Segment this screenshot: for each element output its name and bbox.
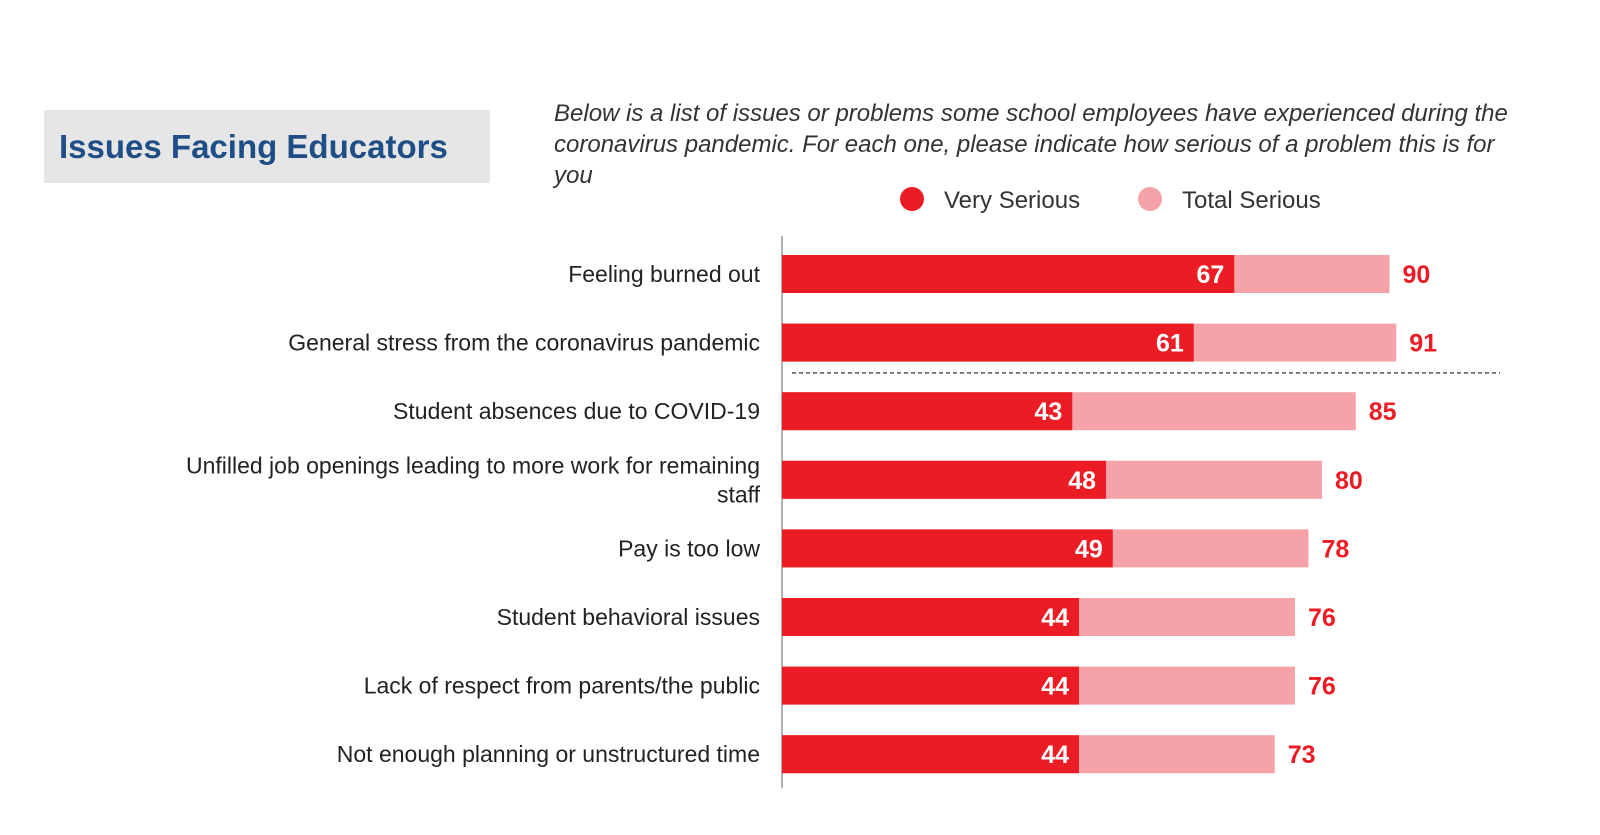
category-label: Student absences due to COVID-19: [393, 398, 760, 424]
legend-label-total-serious: Total Serious: [1182, 187, 1321, 214]
legend-swatch-total-serious: [1138, 187, 1162, 211]
bar-very-serious: [782, 598, 1079, 636]
data-label-very-serious: 44: [1041, 741, 1069, 769]
data-label-total-serious: 91: [1409, 330, 1437, 358]
data-label-very-serious: 67: [1196, 261, 1224, 289]
category-label: General stress from the coronavirus pand…: [288, 330, 760, 356]
category-label: Pay is too low: [618, 535, 760, 561]
data-label-very-serious: 61: [1156, 330, 1184, 358]
survey-question: Below is a list of issues or problems so…: [554, 100, 1508, 189]
bar-very-serious: [782, 460, 1106, 499]
category-label: Lack of respect from parents/the public: [364, 673, 760, 699]
legend-label-very-serious: Very Serious: [944, 187, 1080, 214]
chart-title: Issues Facing Educators: [59, 127, 448, 165]
data-label-very-serious: 43: [1034, 398, 1062, 426]
category-label: Student behavioral issues: [497, 604, 760, 630]
data-label-total-serious: 85: [1369, 398, 1397, 426]
data-label-very-serious: 44: [1041, 604, 1069, 632]
data-label-very-serious: 49: [1075, 535, 1103, 563]
category-label: Feeling burned out: [568, 261, 760, 287]
bar-very-serious: [782, 323, 1194, 362]
bar-very-serious: [782, 529, 1113, 568]
data-label-total-serious: 76: [1308, 673, 1336, 701]
data-label-very-serious: 48: [1068, 467, 1096, 495]
title-box: Issues Facing Educators: [44, 110, 490, 183]
bar-very-serious: [782, 255, 1235, 293]
data-label-total-serious: 80: [1335, 467, 1363, 495]
category-label: Not enough planning or unstructured time: [337, 741, 760, 767]
data-label-very-serious: 44: [1041, 673, 1069, 701]
bar-very-serious: [782, 735, 1079, 774]
bar-very-serious: [782, 392, 1073, 431]
data-label-total-serious: 76: [1308, 604, 1336, 632]
category-label: staff: [717, 481, 761, 507]
legend-swatch-very-serious: [900, 187, 924, 211]
data-label-total-serious: 78: [1322, 535, 1350, 563]
bar-very-serious: [782, 666, 1079, 705]
data-label-total-serious: 73: [1288, 741, 1316, 769]
category-label: Unfilled job openings leading to more wo…: [186, 452, 760, 478]
data-label-total-serious: 90: [1403, 261, 1431, 289]
